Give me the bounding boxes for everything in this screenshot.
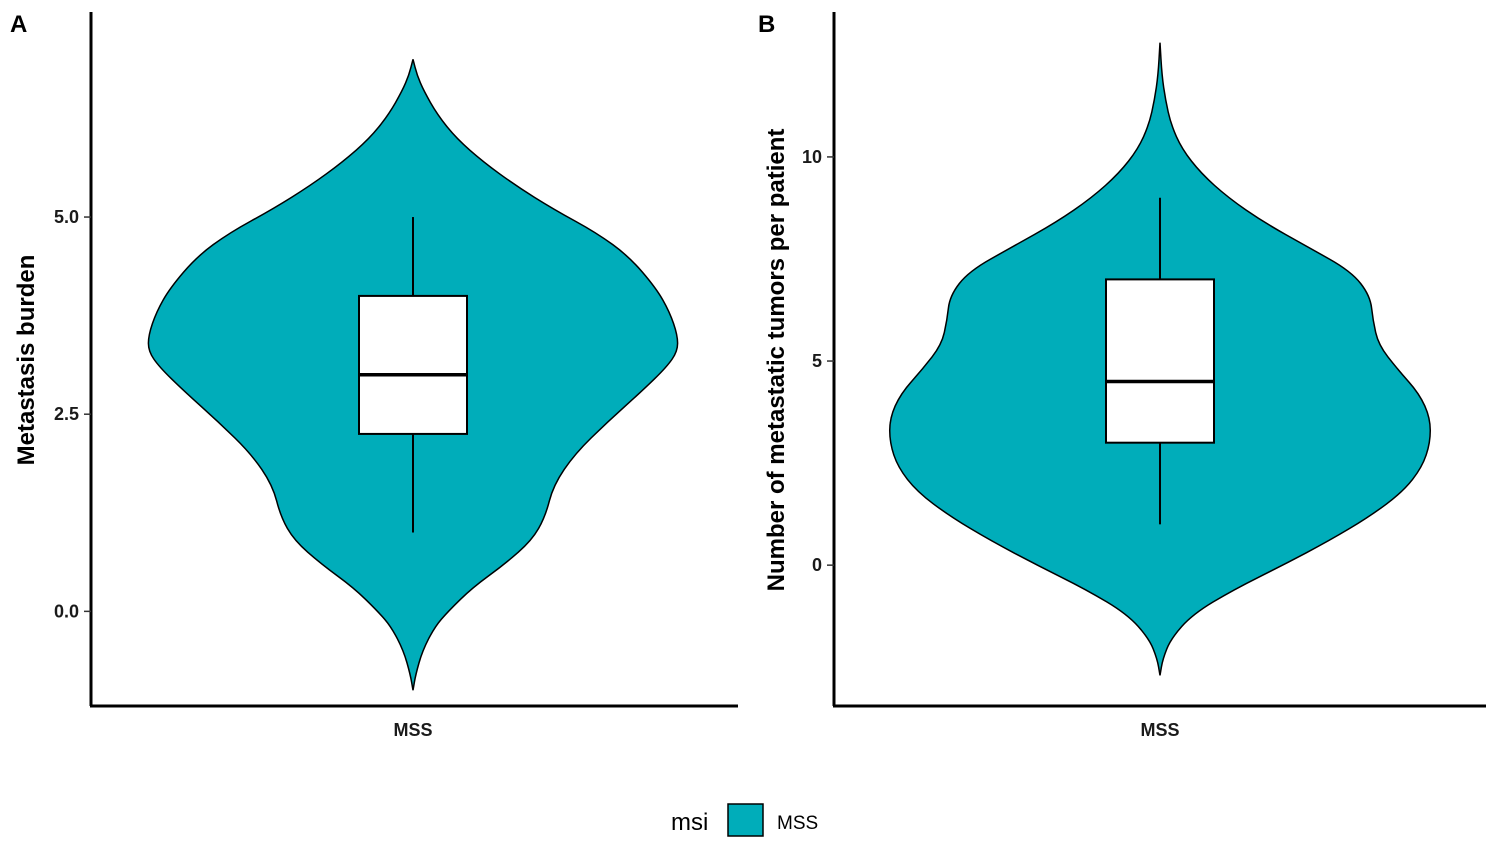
panel-b-x-tick-label: MSS: [1140, 720, 1179, 740]
panel-b-y-axis-title: Number of metastatic tumors per patient: [763, 129, 790, 592]
y-tick-label: 10: [802, 147, 822, 167]
legend-title: msi: [671, 809, 708, 836]
panel-a-y-ticks: 0.0 2.5 5.0: [54, 207, 91, 621]
y-tick-label: 5: [812, 351, 822, 371]
panel-b-label: B: [758, 11, 775, 38]
panel-b: B 0 5 10 MSS Number of metastatic tumors p…: [758, 11, 1486, 740]
panel-a-y-axis-title: Metastasis burden: [13, 255, 40, 466]
box-iqr: [358, 294, 468, 435]
y-tick-label: 0: [812, 555, 822, 575]
y-tick-label: 5.0: [54, 207, 79, 227]
box-iqr: [1105, 278, 1215, 444]
legend-label-mss: MSS: [777, 813, 818, 834]
legend-key-mss: [727, 803, 764, 837]
panel-b-plot-area: [888, 42, 1432, 676]
y-tick-label: 0.0: [54, 601, 79, 621]
panel-a-x-tick-label: MSS: [393, 720, 432, 740]
panel-a: A 0.0 2.5 5.0 MSS Metastasis burden: [10, 11, 738, 740]
panel-a-plot-area: [147, 59, 679, 691]
y-tick-label: 2.5: [54, 404, 79, 424]
legend: msi MSS: [671, 803, 818, 837]
panel-a-label: A: [10, 11, 27, 38]
panel-b-y-ticks: 0 5 10: [802, 147, 834, 575]
